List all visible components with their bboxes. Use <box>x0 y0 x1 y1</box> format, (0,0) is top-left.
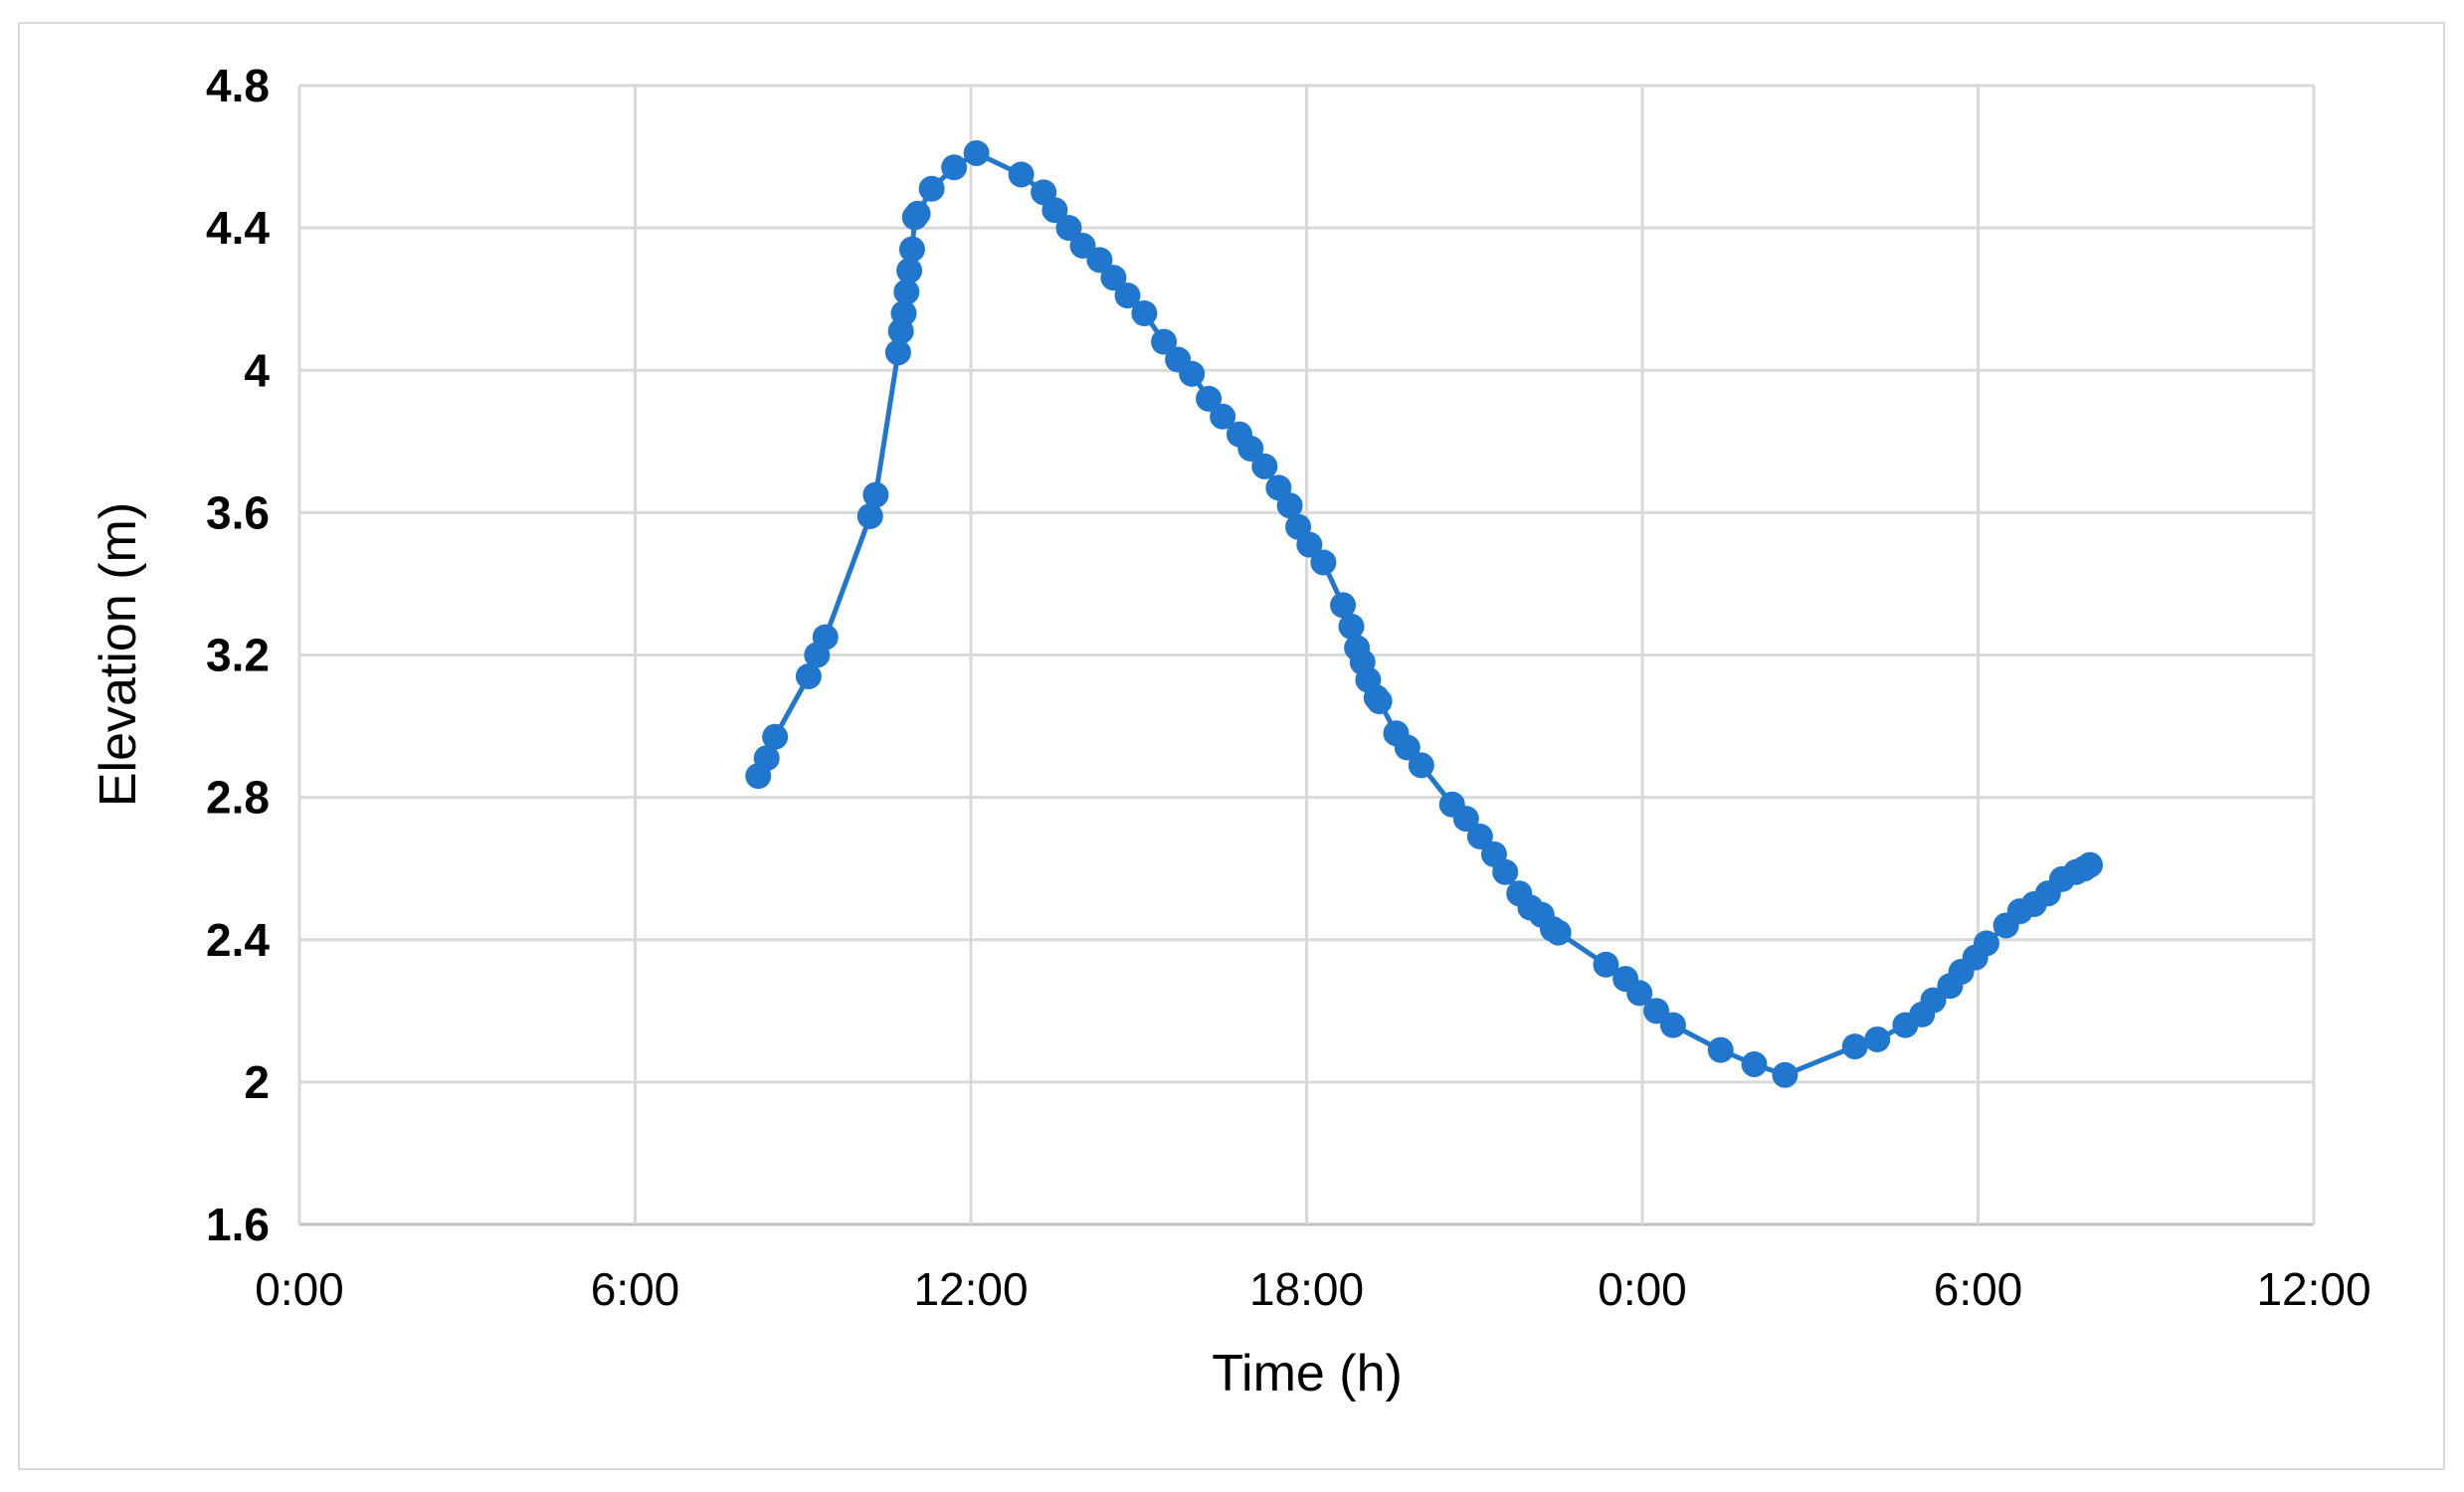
data-point <box>1086 247 1113 274</box>
y-tick-label: 2 <box>244 1056 270 1108</box>
data-point <box>1151 328 1178 355</box>
data-point <box>1741 1050 1768 1077</box>
x-tick-label: 6:00 <box>1934 1263 2023 1315</box>
data-point <box>941 154 968 181</box>
data-point <box>762 723 789 750</box>
data-point <box>1593 951 1619 978</box>
data-point <box>1973 930 1999 957</box>
grid <box>297 84 2316 1226</box>
x-axis-title: Time (h) <box>1212 1345 1403 1402</box>
series-line <box>756 150 2092 1078</box>
data-point <box>856 502 883 529</box>
data-point <box>1545 919 1572 946</box>
data-point <box>918 175 945 202</box>
data-point <box>1626 980 1653 1007</box>
data-point <box>1841 1033 1868 1060</box>
data-point <box>2077 851 2103 878</box>
data-point <box>1366 688 1393 715</box>
data-point <box>753 745 780 772</box>
y-tick-label: 4.4 <box>206 202 270 254</box>
data-point <box>1707 1036 1734 1063</box>
data-point <box>1251 453 1278 479</box>
x-tick-label: 18:00 <box>1249 1263 1364 1315</box>
data-point <box>1296 531 1323 558</box>
data-point <box>1196 385 1223 412</box>
data-point <box>1338 613 1365 640</box>
data-point <box>1055 215 1082 242</box>
data-point <box>896 258 923 284</box>
data-point <box>1659 1012 1686 1038</box>
data-point <box>862 481 889 508</box>
x-tick-label: 6:00 <box>591 1263 680 1315</box>
data-point <box>1330 592 1357 619</box>
data-point <box>1276 492 1303 519</box>
x-axis-tick-labels: 0:00 6:00 12:00 18:00 0:00 6:00 12:00 <box>255 1263 2370 1315</box>
data-point <box>1237 435 1264 462</box>
series-elevation <box>745 139 2103 1088</box>
data-point <box>795 662 822 689</box>
data-point <box>812 624 839 651</box>
data-point <box>904 200 931 227</box>
y-tick-label: 3.6 <box>206 486 270 538</box>
x-tick-label: 0:00 <box>255 1263 344 1315</box>
data-point <box>1179 360 1206 387</box>
x-tick-label: 12:00 <box>2256 1263 2370 1315</box>
data-point <box>1408 752 1434 779</box>
data-point <box>1492 858 1519 885</box>
data-point <box>893 279 920 305</box>
y-tick-label: 4.8 <box>206 60 270 111</box>
y-tick-label: 2.8 <box>206 772 270 824</box>
data-point <box>1772 1061 1799 1088</box>
data-point <box>1466 823 1493 849</box>
data-point <box>1864 1026 1891 1052</box>
data-point <box>963 139 990 166</box>
data-point <box>1100 265 1127 291</box>
y-tick-label: 2.4 <box>206 914 270 966</box>
data-point <box>1131 300 1158 326</box>
data-point <box>1042 197 1068 224</box>
data-point <box>1008 161 1035 188</box>
x-tick-label: 0:00 <box>1598 1263 1687 1315</box>
data-point <box>1114 282 1141 309</box>
data-point <box>1394 734 1421 761</box>
data-point <box>884 339 911 366</box>
data-point <box>1210 403 1236 430</box>
y-tick-label: 4 <box>244 344 270 396</box>
y-tick-label: 1.6 <box>206 1199 270 1250</box>
x-tick-label: 12:00 <box>913 1263 1028 1315</box>
data-point <box>1310 549 1337 576</box>
y-tick-label: 3.2 <box>206 630 270 681</box>
data-point <box>1452 806 1479 833</box>
data-point <box>890 300 917 326</box>
y-axis-title: Elevation (m) <box>90 502 147 807</box>
y-axis-tick-labels: 1.6 2 2.4 2.8 3.2 3.6 4 4.4 4.8 <box>206 60 270 1250</box>
data-point <box>898 236 925 263</box>
chart-frame <box>18 22 2445 1470</box>
